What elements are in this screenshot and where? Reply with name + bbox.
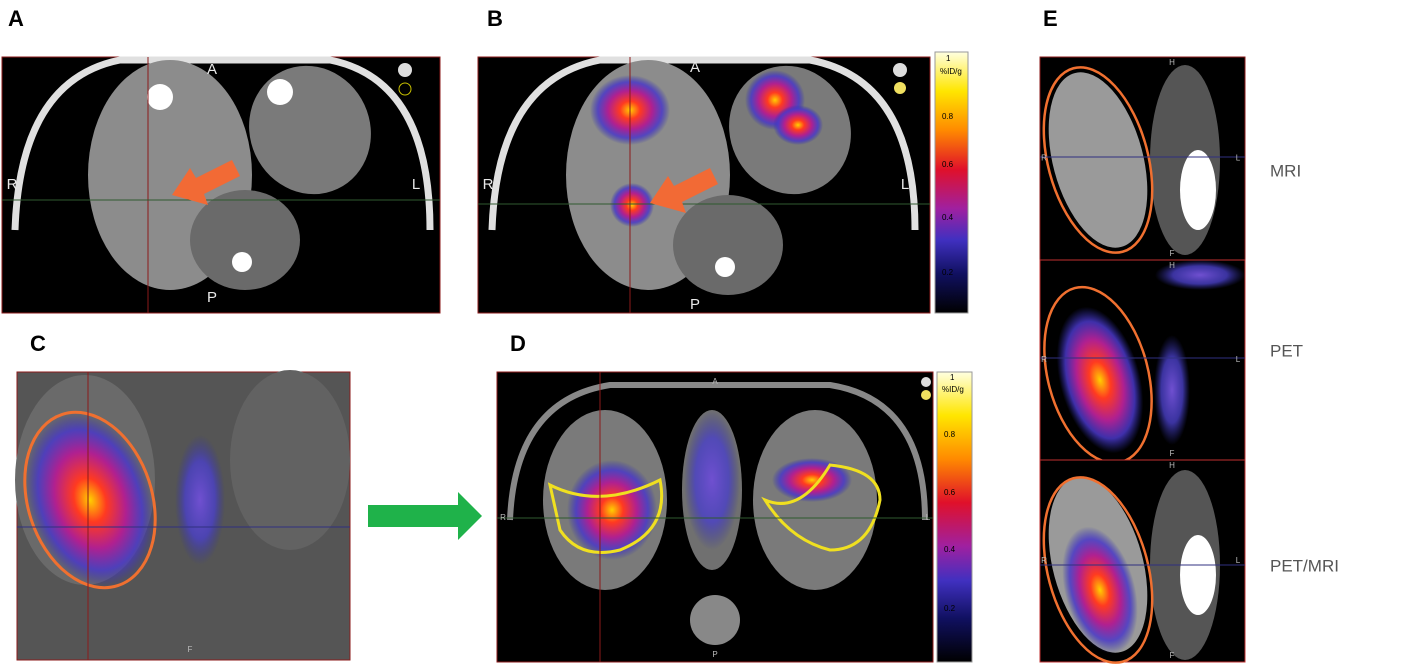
row-pet [1039,259,1246,465]
uptake [1155,260,1245,290]
pelvis [673,195,783,295]
row-label: MRI [1270,161,1301,180]
orientation-label: L [1236,154,1241,163]
row-label: PET/MRI [1270,556,1339,575]
row-mri [1039,56,1246,261]
orientation-label: F [1170,449,1175,458]
bone [147,84,173,110]
colorbar-label: 0.8 [942,112,954,121]
tissue [1048,72,1148,248]
orientation-label: A [712,377,718,386]
orientation-label: L [412,176,420,193]
roi-outline [761,463,882,552]
row-pet-mri [1039,459,1246,664]
orientation-label: R [1041,355,1047,364]
colorbar [934,51,969,314]
colorbar-unit: %ID/g [940,67,962,76]
orientation-label: P [712,650,717,659]
uptake [772,458,852,502]
panel-b: B A P R L 1 %ID/g 0.8 0.6 0.4 0.2 [477,6,969,314]
roi-outline [1042,476,1154,664]
uptake [1056,306,1144,454]
body [230,370,350,550]
uptake [175,435,225,565]
panel-letter: B [487,6,503,31]
orientation-label: F [188,645,193,654]
orientation-label: R [500,513,506,522]
cradle [11,56,434,231]
panel-letter: E [1043,6,1058,31]
uptake [684,410,740,550]
colorbar-label: 0.2 [944,604,956,613]
pelvis [190,190,300,290]
orientation-label: R [483,176,494,193]
arrow [368,492,482,540]
orientation-label: F [1170,651,1175,660]
colorbar-unit: %ID/g [942,385,964,394]
orientation-label: R [7,176,18,193]
colorbar-label: 1 [946,54,951,63]
orientation-label: A [690,59,700,76]
colorbar-label: 0.2 [942,268,954,277]
colorbar-label: 0.4 [942,213,954,222]
indicator [893,63,907,77]
roi-outline [547,477,664,554]
arrow [650,168,718,213]
roi-outline [23,410,157,590]
orientation-label: P [207,289,217,306]
orientation-label: L [901,176,909,193]
tissue [1180,535,1216,615]
panel-d: D A P R L 1 %ID/g 0.8 0.6 0.4 0.2 [496,331,973,663]
orientation-label: P [690,296,700,313]
orientation-label: L [1236,355,1241,364]
cradle [507,382,928,521]
orientation-label: R [1041,154,1047,163]
row-label: PET [1270,341,1303,360]
panel-a: A A P R L [1,6,441,314]
uptake [1062,526,1138,654]
orientation-label: R [1041,556,1047,565]
orientation-label: H [1169,461,1175,470]
orientation-label: L [1236,556,1241,565]
orientation-label: H [1169,58,1175,67]
uptake [567,460,657,560]
tissue [1180,150,1216,230]
panel-letter: C [30,331,46,356]
uptake [773,105,823,145]
indicator [398,82,412,96]
uptake [24,412,156,588]
colorbar [936,371,973,663]
panel-letter: A [8,6,24,31]
colorbar-label: 0.8 [944,430,956,439]
uptake [610,183,654,227]
orientation-label: L [926,513,931,522]
panel-c: C F [15,331,351,661]
colorbar-label: 0.4 [944,545,956,554]
uptake [1154,335,1190,445]
orientation-label: A [207,61,217,78]
indicator [921,377,931,387]
bone [232,252,252,272]
panel-letter: D [510,331,526,356]
bone [715,257,735,277]
arrow [172,160,240,205]
bone [267,79,293,105]
colorbar-label: 0.6 [942,160,954,169]
indicator [894,82,906,94]
colorbar-label: 1 [950,373,955,382]
spine [690,595,740,645]
cradle [488,56,919,231]
colorbar-label: 0.6 [944,488,956,497]
indicator [398,63,412,77]
orientation-label: H [1169,261,1175,270]
indicator [921,390,931,400]
roi-outline [1042,66,1154,254]
orientation-label: F [1170,249,1175,258]
